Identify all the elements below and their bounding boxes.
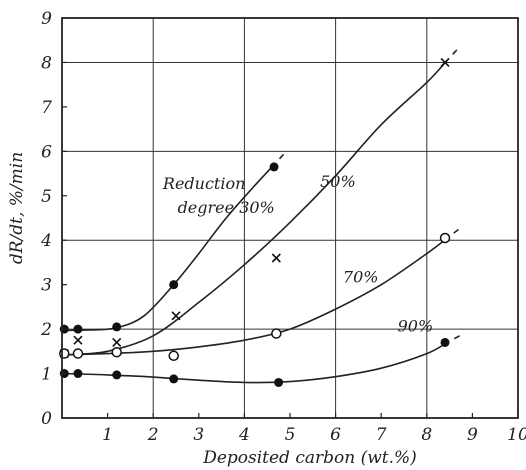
plot-frame xyxy=(61,17,519,419)
x-tick-label: 3 xyxy=(193,425,204,445)
data-point xyxy=(72,348,84,359)
data-point xyxy=(440,57,450,68)
data-point xyxy=(271,253,281,263)
data-point xyxy=(73,369,83,379)
series-curve xyxy=(64,341,448,384)
x-tick-label: 6 xyxy=(330,425,341,445)
data-point xyxy=(73,324,83,334)
data-point xyxy=(73,335,83,345)
series-labels: Reduction degree 30% 50% 70% 90% xyxy=(162,172,433,335)
tick-labels: 1 2 3 4 5 6 7 8 9 10 0 1 2 3 4 5 6 7 8 9 xyxy=(40,9,526,445)
y-tick-label: 0 xyxy=(41,409,52,429)
data-point xyxy=(111,346,122,358)
data-point xyxy=(168,350,179,362)
y-tick-label: 7 xyxy=(41,98,52,118)
series-extension xyxy=(453,228,459,234)
x-tick-label: 1 xyxy=(102,425,113,445)
series-label: 90% xyxy=(398,316,434,335)
series-label: Reduction xyxy=(162,174,246,193)
data-point xyxy=(169,280,179,290)
series-label: 70% xyxy=(343,267,379,286)
y-tick-label: 6 xyxy=(41,142,52,162)
series-extension xyxy=(452,49,458,55)
series-extension xyxy=(453,335,461,340)
y-tick-label: 8 xyxy=(41,53,52,73)
grid-lines xyxy=(62,18,518,418)
series-curve xyxy=(64,59,448,356)
x-axis-label: Deposited carbon (wt.%) xyxy=(202,448,417,468)
data-point xyxy=(439,232,451,244)
data-point xyxy=(274,377,284,387)
x-tick-label: 7 xyxy=(376,425,387,445)
data-point xyxy=(112,322,122,332)
data-point xyxy=(112,337,122,348)
y-tick-label: 9 xyxy=(41,9,52,29)
data-point xyxy=(112,370,122,380)
data-point xyxy=(269,162,279,172)
x-tick-label: 5 xyxy=(285,425,296,445)
x-tick-label: 4 xyxy=(238,425,250,445)
data-point xyxy=(169,374,179,384)
data-point xyxy=(440,337,450,347)
y-tick-label: 3 xyxy=(41,276,52,296)
x-tick-label: 8 xyxy=(421,425,432,445)
series-label: degree 30% xyxy=(178,198,275,217)
series-curve xyxy=(64,237,448,356)
x-tick-label: 2 xyxy=(147,425,159,445)
data-point xyxy=(271,328,282,339)
series-label: 50% xyxy=(320,172,356,191)
y-tick-label: 4 xyxy=(40,231,52,251)
x-tick-label: 10 xyxy=(507,425,526,445)
y-tick-label: 2 xyxy=(40,320,52,340)
series-extension xyxy=(278,153,285,160)
data-point xyxy=(171,311,181,321)
y-tick-label: 1 xyxy=(41,365,52,385)
y-axis-label: dR/dt, %/min xyxy=(7,152,27,264)
x-tick-label: 9 xyxy=(467,425,478,445)
y-tick-label: 5 xyxy=(41,187,52,207)
